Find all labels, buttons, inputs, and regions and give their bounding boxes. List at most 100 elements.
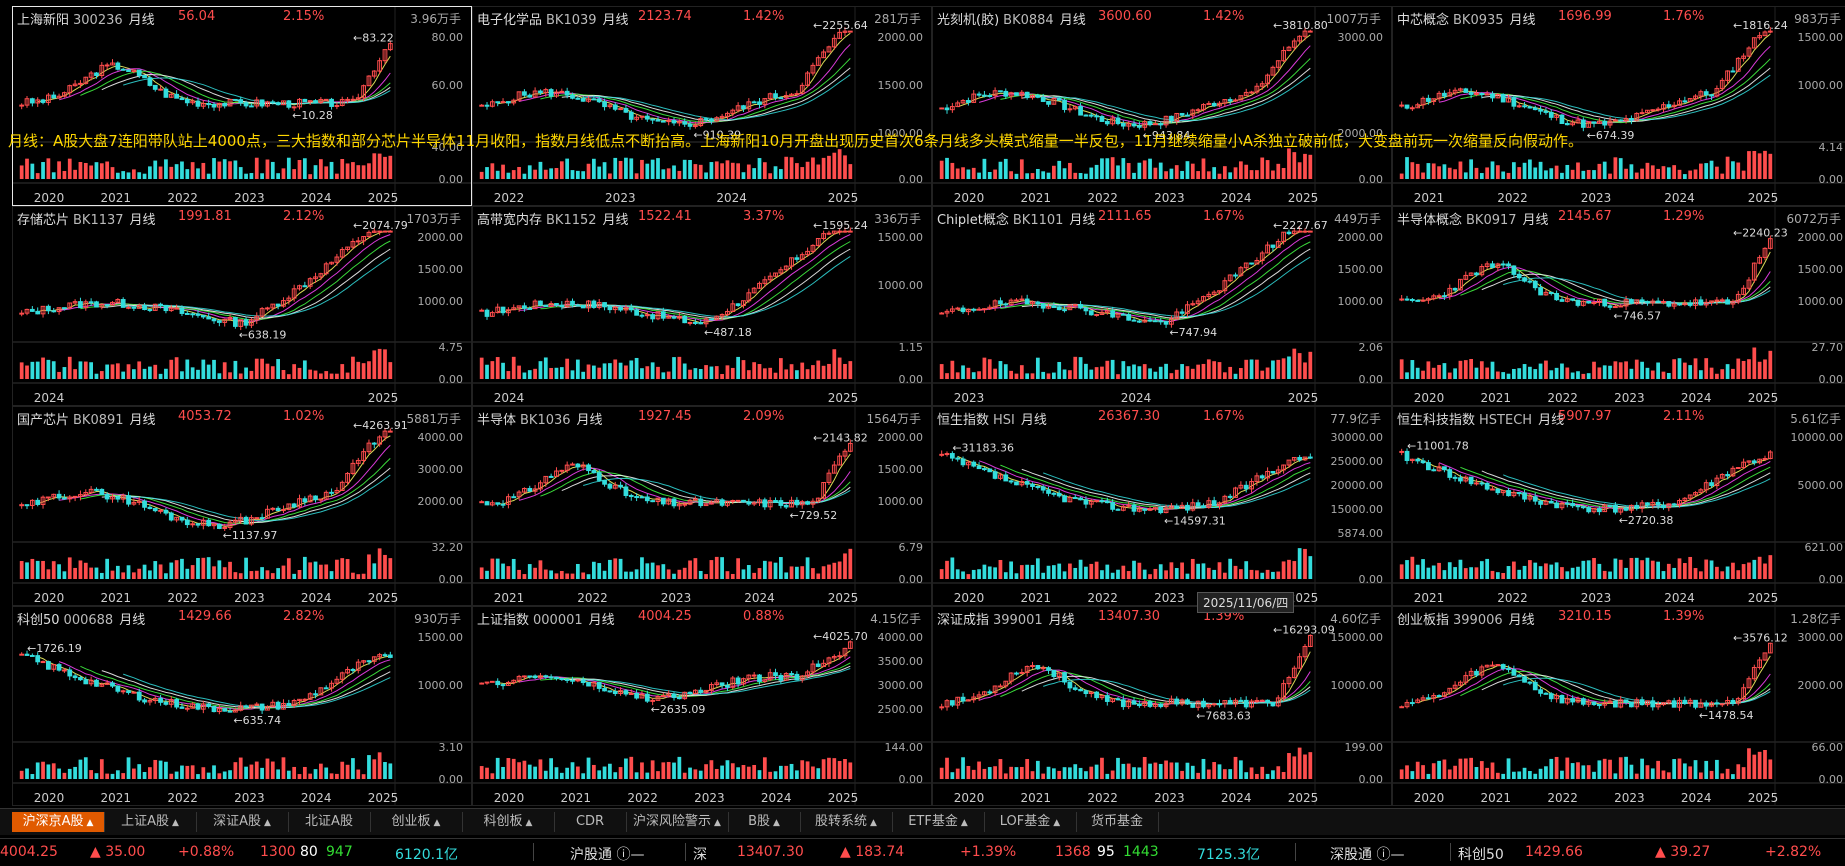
y-tick-label: 2000.00 bbox=[1338, 127, 1384, 140]
chart-panel[interactable]: ←1726.19 ←635.74 1500.00 1000.00 3.10 0.00 202… bbox=[12, 606, 472, 806]
last-price: 3600.60 bbox=[1098, 9, 1152, 24]
kline-chart[interactable]: ←83.22 ←10.28 80.00 60.00 40.00 0.00 2020 2021 2… bbox=[13, 7, 472, 206]
change-pct: 2.82% bbox=[283, 609, 325, 624]
y-tick-label: 1000.00 bbox=[878, 495, 924, 508]
chart-panel[interactable]: ←2240.23 ←746.57 2000.00 1500.00 1000.00 27.7… bbox=[1392, 206, 1845, 406]
kline-chart[interactable]: ←1595.24 ←487.18 1500.00 1000.00 1.15 0.00 202… bbox=[473, 207, 932, 406]
panel-title: 中芯概念 BK0935 月线 bbox=[1397, 9, 1536, 28]
stock-name: 国产芯片 bbox=[17, 413, 70, 428]
x-year-label: 2024 bbox=[1221, 791, 1252, 805]
stock-code: 000688 bbox=[63, 613, 114, 628]
panel-title: 电子化学品 BK1039 月线 bbox=[477, 9, 629, 28]
period-label: 月线 bbox=[1538, 413, 1565, 428]
kline-chart[interactable]: ←11001.78 ←2720.38 10000.00 5000.00 621.00 0.… bbox=[1393, 407, 1845, 606]
period-label: 月线 bbox=[119, 613, 146, 628]
chart-panel[interactable]: ←2255.64 ←910.39 2000.00 1500.00 1000.00 0.00… bbox=[472, 6, 932, 206]
x-year-label: 2024 bbox=[1664, 591, 1695, 605]
chart-panel[interactable]: ←16293.09 ←7683.63 15000.00 10000.00 199.00 0… bbox=[932, 606, 1392, 806]
sgt-label[interactable]: 深股通 ⓘ— bbox=[1330, 847, 1405, 863]
x-year-label: 2023 bbox=[694, 791, 725, 805]
low-price-label: ←943.84 bbox=[1143, 129, 1191, 142]
period-label: 月线 bbox=[1509, 13, 1536, 28]
kline-chart[interactable]: ←2240.23 ←746.57 2000.00 1500.00 1000.00 27.7… bbox=[1393, 207, 1845, 406]
market-tab[interactable]: LOF基金 ▲ bbox=[984, 812, 1077, 832]
kline-chart[interactable]: ←1816.24 ←674.39 1500.00 1000.00 4.14 0.00 202… bbox=[1393, 7, 1845, 206]
kline-chart[interactable]: ←2255.64 ←910.39 2000.00 1500.00 1000.00 0.00… bbox=[473, 7, 932, 206]
panel-title: 高带宽内存 BK1152 月线 bbox=[477, 209, 629, 228]
chart-panel[interactable]: ←2227.67 ←747.94 2000.00 1500.00 1000.00 2.06… bbox=[932, 206, 1392, 406]
tab-label: 货币基金 bbox=[1090, 814, 1143, 829]
y-tick-label: 1500.00 bbox=[878, 79, 924, 92]
x-year-label: 2022 bbox=[1547, 391, 1578, 405]
chart-panel[interactable]: ←31183.36 ←14597.31 30000.00 25000.00 20000.… bbox=[932, 406, 1392, 606]
market-tab[interactable]: 科创板 ▲ bbox=[462, 812, 555, 832]
high-price-label: ←31183.36 bbox=[952, 442, 1014, 455]
kline-chart[interactable]: ←2074.79 ←638.19 2000.00 1500.00 1000.00 4.75… bbox=[13, 207, 472, 406]
market-tab[interactable]: 货币基金 bbox=[1076, 812, 1159, 832]
y-tick-label: 1500.00 bbox=[418, 263, 464, 276]
x-year-label: 2021 bbox=[101, 191, 132, 205]
x-year-label: 2024 bbox=[1221, 191, 1252, 205]
x-year-label: 2022 bbox=[167, 191, 198, 205]
chart-panel[interactable]: ←4263.91 ←1137.97 4000.00 3000.00 2000.00 32.… bbox=[12, 406, 472, 606]
stock-code: 300236 bbox=[73, 13, 123, 28]
volume-total: 1.28亿手 bbox=[1790, 612, 1841, 626]
sh-index-value: 4004.25 bbox=[0, 844, 58, 860]
tab-label: 科创板 bbox=[483, 814, 523, 829]
y-tick-label: 2000.00 bbox=[878, 31, 924, 44]
kline-chart[interactable]: ←4025.70 ←2635.09 4000.00 3500.00 3000.00 250… bbox=[473, 607, 932, 806]
kline-chart[interactable]: ←3576.12 ←1478.54 3000.00 2000.00 66.00 0.00 2… bbox=[1393, 607, 1845, 806]
volume-total: 983万手 bbox=[1794, 12, 1841, 26]
market-tab[interactable]: 股转系统 ▲ bbox=[800, 812, 893, 832]
market-tab[interactable]: ETF基金 ▲ bbox=[892, 812, 985, 832]
stock-name: 恒生指数 bbox=[937, 413, 990, 428]
high-price-label: ←3810.80 bbox=[1273, 19, 1328, 32]
market-tab[interactable]: 创业板 ▲ bbox=[370, 812, 463, 832]
x-year-label: 2023 bbox=[954, 391, 985, 405]
kline-chart[interactable]: ←2227.67 ←747.94 2000.00 1500.00 1000.00 2.06… bbox=[933, 207, 1392, 406]
chart-panel[interactable]: ←83.22 ←10.28 80.00 60.00 40.00 0.00 2020 2021 2… bbox=[12, 6, 472, 206]
y-tick-label: 4.14 bbox=[1819, 141, 1844, 154]
market-tab[interactable]: B股 ▲ bbox=[728, 812, 801, 832]
chart-panel[interactable]: ←4025.70 ←2635.09 4000.00 3500.00 3000.00 250… bbox=[472, 606, 932, 806]
chart-panel[interactable]: ←2074.79 ←638.19 2000.00 1500.00 1000.00 4.75… bbox=[12, 206, 472, 406]
y-tick-label: 1000.00 bbox=[418, 679, 464, 692]
market-tab[interactable]: 深证A股 ▲ bbox=[196, 812, 289, 832]
sz-up-count: 1368 bbox=[1055, 844, 1091, 860]
market-tab[interactable]: 沪深京A股 ▲ bbox=[12, 812, 105, 832]
market-tab[interactable]: CDR bbox=[554, 812, 627, 832]
chart-panel[interactable]: ←1816.24 ←674.39 1500.00 1000.00 4.14 0.00 202… bbox=[1392, 6, 1845, 206]
stock-code: BK1101 bbox=[1012, 213, 1064, 228]
stock-code: BK1036 bbox=[520, 413, 571, 428]
kline-chart[interactable]: ←2143.82 ←729.52 2000.00 1500.00 1000.00 6.79… bbox=[473, 407, 932, 606]
y-tick-label: 0.00 bbox=[1819, 173, 1844, 186]
stock-code: 399006 bbox=[1453, 613, 1503, 628]
chart-panel[interactable]: ←3810.80 ←943.84 3000.00 2000.00 0.00 2020 202… bbox=[932, 6, 1392, 206]
x-year-label: 2023 bbox=[234, 591, 265, 605]
x-year-label: 2023 bbox=[1581, 191, 1612, 205]
kline-chart[interactable]: ←3810.80 ←943.84 3000.00 2000.00 0.00 2020 202… bbox=[933, 7, 1392, 206]
kline-chart[interactable]: ←16293.09 ←7683.63 15000.00 10000.00 199.00 0… bbox=[933, 607, 1392, 806]
kline-chart[interactable]: ←31183.36 ←14597.31 30000.00 25000.00 20000.… bbox=[933, 407, 1392, 606]
hgt-label[interactable]: 沪股通 ⓘ— bbox=[570, 847, 645, 863]
kline-chart[interactable]: ←4263.91 ←1137.97 4000.00 3000.00 2000.00 32.… bbox=[13, 407, 472, 606]
x-year-label: 2023 bbox=[605, 191, 636, 205]
volume-total: 5.61亿手 bbox=[1790, 412, 1841, 426]
market-tab[interactable]: 北证A股 bbox=[288, 812, 371, 832]
x-year-label: 2020 bbox=[34, 191, 65, 205]
y-tick-label: 0.00 bbox=[1819, 773, 1844, 786]
last-price: 1696.99 bbox=[1558, 9, 1612, 24]
kline-chart[interactable]: ←1726.19 ←635.74 1500.00 1000.00 3.10 0.00 202… bbox=[13, 607, 472, 806]
market-tab[interactable]: 沪深风险警示 ▲ bbox=[626, 812, 729, 832]
market-tab[interactable]: 上证A股 ▲ bbox=[104, 812, 197, 832]
y-tick-label: 25000.00 bbox=[1331, 455, 1384, 468]
chart-panel[interactable]: ←1595.24 ←487.18 1500.00 1000.00 1.15 0.00 202… bbox=[472, 206, 932, 406]
chart-panel[interactable]: ←3576.12 ←1478.54 3000.00 2000.00 66.00 0.00 2… bbox=[1392, 606, 1845, 806]
period-label: 月线 bbox=[1020, 413, 1047, 428]
period-label: 月线 bbox=[128, 13, 155, 28]
x-year-label: 2025 bbox=[368, 191, 399, 205]
chart-panel[interactable]: ←11001.78 ←2720.38 10000.00 5000.00 621.00 0.… bbox=[1392, 406, 1845, 606]
y-tick-label: 6.79 bbox=[899, 541, 924, 554]
sh-flat-count: 80 bbox=[300, 844, 318, 860]
chart-panel[interactable]: ←2143.82 ←729.52 2000.00 1500.00 1000.00 6.79… bbox=[472, 406, 932, 606]
